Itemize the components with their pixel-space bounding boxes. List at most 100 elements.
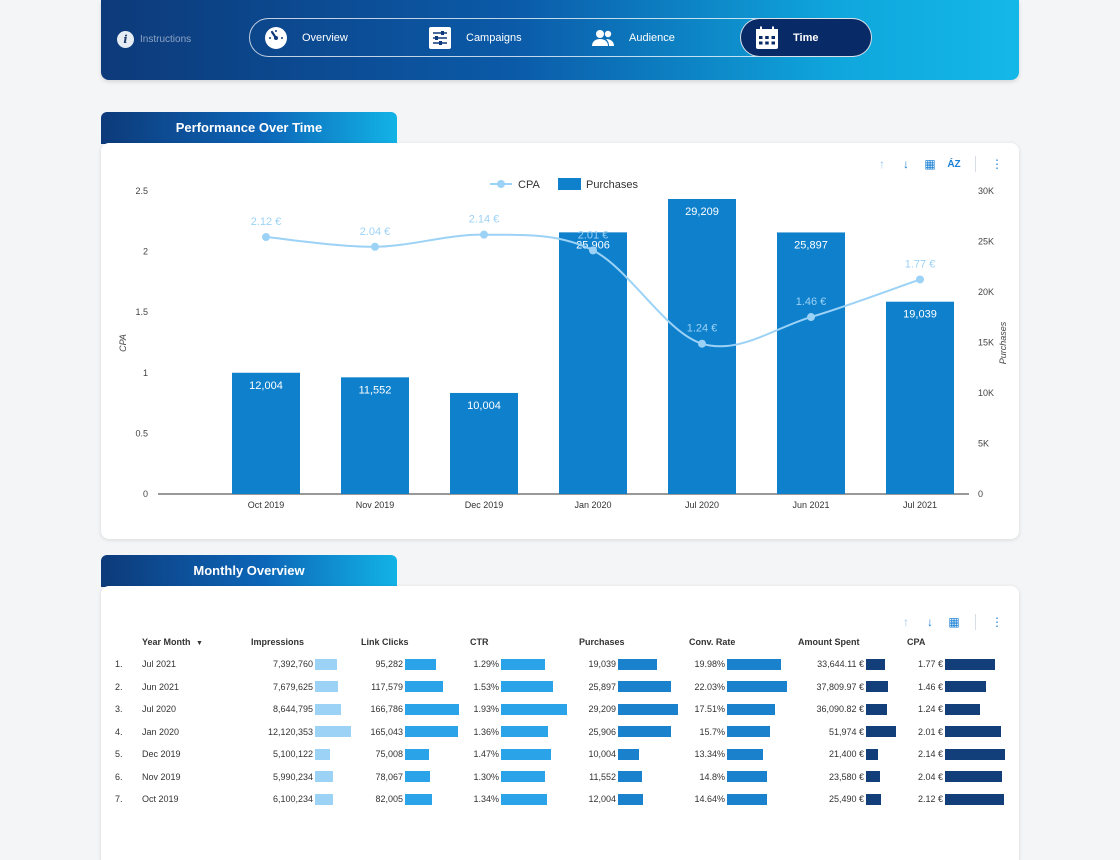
cell-cpa-value: 2.12 € — [917, 794, 943, 804]
cell-ctr-value: 1.34% — [473, 794, 499, 804]
cell-spent-value: 23,580 € — [828, 771, 864, 782]
cpa-point — [480, 230, 488, 239]
cell-purch-bar — [618, 681, 672, 692]
drill-down-icon[interactable]: ▦ — [924, 157, 936, 171]
cell-year-month: Jan 2020 — [142, 726, 180, 737]
cell-purch-bar — [618, 658, 658, 670]
cell-purch-bar — [618, 793, 643, 805]
y-right-tick-label: 30K — [978, 186, 994, 196]
section-tab-performance: Performance Over Time — [101, 112, 397, 144]
cell-ctr-bar-wrap — [499, 653, 546, 675]
purchases-bar — [450, 392, 518, 494]
sort-descending-icon[interactable]: ↓ — [903, 157, 909, 171]
table-toolbar: ↑ ↓ ▦ ⋮ — [899, 614, 1004, 630]
table-more-options-icon[interactable]: ⋮ — [991, 615, 1003, 629]
cell-conv-bar-wrap — [725, 788, 767, 810]
y-left-tick-label: 1 — [143, 368, 148, 378]
header-link-clicks[interactable]: Link Clicks — [361, 637, 409, 647]
header-amount-spent[interactable]: Amount Spent — [798, 637, 860, 647]
cell-imp-value: 7,392,760 — [272, 659, 313, 669]
cell-purch-value: 29,209 — [588, 704, 616, 714]
nav-item-audience[interactable]: Audience — [591, 19, 675, 56]
table-row[interactable]: 6. Nov 2019 5,990,234 78,067 1.30% 11,552 14.8… — [101, 766, 1019, 788]
table-sort-ascending-icon[interactable]: ↑ — [903, 615, 909, 629]
cell-cpa-value: 1.46 € — [917, 681, 943, 692]
nav-item-campaigns[interactable]: Campaigns — [428, 19, 522, 56]
table-row[interactable]: 4. Jan 2020 12,120,353 165,043 1.36% 25,906 15… — [101, 721, 1019, 743]
cell-imp-bar — [315, 748, 331, 760]
header-impressions[interactable]: Impressions — [251, 637, 305, 647]
header-conv-rate[interactable]: Conv. Rate — [689, 637, 736, 647]
legend-purchases-label: Purchases — [586, 179, 638, 191]
row-index: 6. — [115, 771, 123, 782]
cell-imp-value: 8,644,795 — [272, 704, 313, 714]
header-cpa[interactable]: CPA — [907, 637, 926, 647]
cpa-data-label: 1.77 € — [905, 258, 936, 270]
cell-clicks-value: 75,008 — [375, 749, 403, 759]
monthly-table-card: ↑ ↓ ▦ ⋮ Year Month ▼ Impressions Link Cl… — [101, 586, 1019, 860]
table-sort-descending-icon[interactable]: ↓ — [927, 615, 933, 629]
cell-purch-bar — [618, 703, 678, 715]
cell-purch-value: 12,004 — [588, 794, 616, 804]
table-drill-down-icon[interactable]: ▦ — [948, 615, 960, 629]
cpa-data-label: 2.01 € — [578, 229, 609, 241]
cell-spent-value: 21,400 € — [828, 749, 864, 759]
cell-clicks-value: 166,786 — [370, 704, 403, 714]
cell-purch-bar-wrap — [616, 788, 643, 810]
nav-item-overview[interactable]: Overview — [264, 19, 348, 56]
cell-clicks-bar-wrap — [403, 788, 432, 810]
cell-cpa-bar — [945, 681, 986, 692]
cell-purch-value: 10,004 — [588, 749, 616, 759]
instructions-link[interactable]: i Instructions — [117, 31, 191, 48]
cell-ctr-value: 1.47% — [473, 749, 499, 759]
table-toolbar-divider — [975, 614, 976, 630]
cell-cpa-bar-wrap — [943, 676, 986, 698]
purchases-data-label: 11,552 — [359, 384, 392, 396]
purchases-bar — [341, 377, 409, 494]
sort-ascending-icon[interactable]: ↑ — [879, 157, 885, 171]
cell-imp-bar-wrap — [313, 676, 338, 698]
x-tick-label: Jan 2020 — [574, 500, 611, 510]
cell-ctr-bar-wrap — [499, 743, 552, 765]
x-tick-label: Nov 2019 — [356, 500, 395, 510]
cell-imp-value: 12,120,353 — [267, 726, 313, 737]
cell-spent-value: 36,090.82 € — [816, 704, 864, 714]
nav-label-campaigns: Campaigns — [466, 31, 522, 44]
cell-ctr-value: 1.93% — [473, 704, 499, 714]
cell-conv-value: 15.7% — [699, 726, 725, 737]
sort-desc-caret-icon: ▼ — [196, 640, 203, 647]
cell-imp-bar-wrap — [313, 743, 331, 765]
table-row[interactable]: 5. Dec 2019 5,100,122 75,008 1.47% 10,004 13.3… — [101, 743, 1019, 765]
table-row[interactable]: 1. Jul 2021 7,392,760 95,282 1.29% 19,039 19.9… — [101, 653, 1019, 675]
cell-conv-bar — [727, 726, 770, 737]
sort-az-icon[interactable]: ÁZ — [947, 158, 961, 170]
table-row[interactable]: 2. Jun 2021 7,679,625 117,579 1.53% 25,897 22.… — [101, 676, 1019, 698]
row-index: 3. — [115, 704, 123, 714]
cell-clicks-bar — [405, 726, 459, 737]
nav-item-time[interactable]: Time — [740, 18, 872, 57]
cell-cpa-value: 2.01 € — [917, 726, 943, 737]
cell-ctr-value: 1.30% — [473, 771, 499, 782]
table-row[interactable]: 3. Jul 2020 8,644,795 166,786 1.93% 29,209 17.… — [101, 698, 1019, 720]
cell-imp-value: 7,679,625 — [272, 681, 313, 692]
cell-conv-bar — [727, 658, 782, 670]
more-options-icon[interactable]: ⋮ — [991, 157, 1003, 171]
cell-year-month: Nov 2019 — [142, 771, 181, 782]
cell-cpa-bar-wrap — [943, 698, 980, 720]
table-row[interactable]: 7. Oct 2019 6,100,234 82,005 1.34% 12,004 14.6… — [101, 788, 1019, 810]
header-purchases[interactable]: Purchases — [579, 637, 625, 647]
cell-imp-bar — [315, 703, 341, 715]
y-right-tick-label: 25K — [978, 237, 994, 247]
cell-cpa-bar-wrap — [943, 766, 1003, 788]
cell-ctr-value: 1.53% — [473, 681, 499, 692]
cell-cpa-bar-wrap — [943, 788, 1005, 810]
header-ctr[interactable]: CTR — [470, 637, 489, 647]
cell-imp-value: 5,100,122 — [272, 749, 313, 759]
cell-clicks-bar — [405, 793, 432, 805]
cell-year-month: Jul 2021 — [142, 659, 177, 669]
sliders-icon — [429, 26, 451, 49]
header-year-month[interactable]: Year Month ▼ — [142, 637, 203, 647]
x-tick-label: Oct 2019 — [248, 500, 285, 510]
cell-clicks-bar — [405, 703, 459, 715]
cell-clicks-bar — [405, 748, 430, 760]
